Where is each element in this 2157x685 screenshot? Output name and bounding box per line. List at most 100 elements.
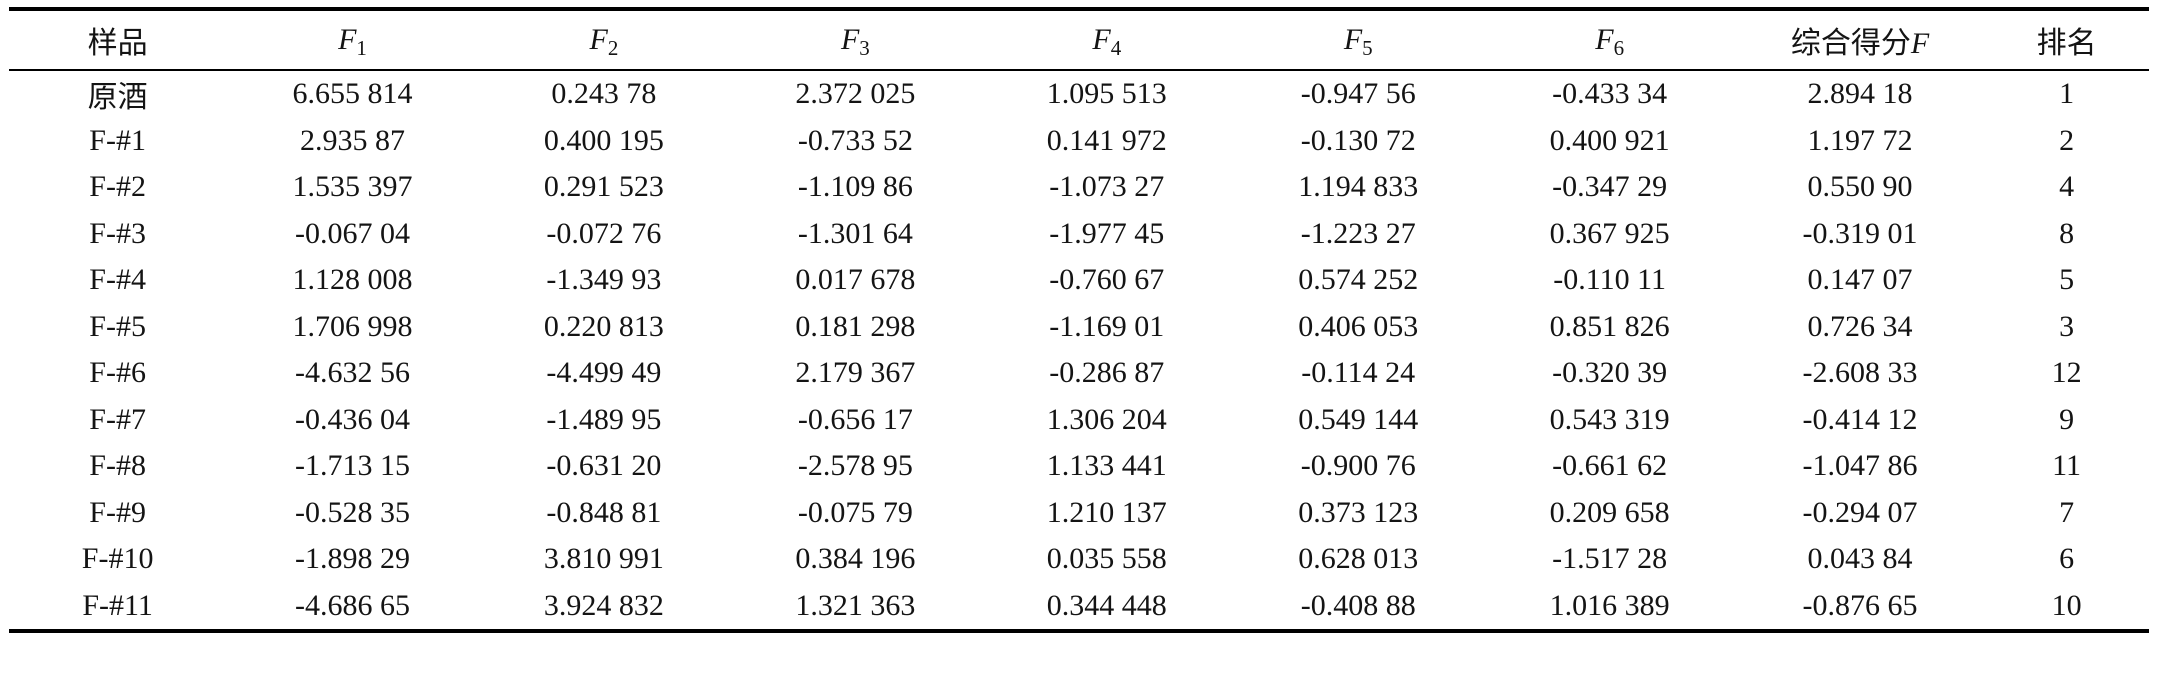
rank-cell: 3 bbox=[2059, 309, 2075, 343]
f3-value-cell: 1.321 363 bbox=[795, 588, 916, 622]
f1-value-cell: -1.713 15 bbox=[294, 449, 410, 483]
rank-cell: 2 bbox=[2059, 123, 2075, 157]
col-header-sample: 样品 bbox=[8, 9, 227, 71]
f4-value-cell: -0.760 67 bbox=[1049, 263, 1165, 297]
f5-value-cell: -0.947 56 bbox=[1300, 77, 1416, 111]
f2-value-cell: 3.924 832 bbox=[543, 588, 664, 622]
f6-value-cell: -0.433 34 bbox=[1552, 77, 1668, 111]
f6-value-cell: 0.209 658 bbox=[1549, 495, 1670, 529]
col-header-rank: 排名 bbox=[1984, 9, 2149, 71]
f3-value-cell: -0.733 52 bbox=[797, 123, 913, 157]
f6-value-cell: -0.661 62 bbox=[1552, 449, 1668, 483]
rank-cell: 10 bbox=[2051, 588, 2082, 622]
composite-score-cell: -0.319 01 bbox=[1802, 216, 1918, 250]
f4-value-cell: 0.141 972 bbox=[1046, 123, 1167, 157]
f2-value-cell: -4.499 49 bbox=[546, 356, 662, 390]
sample-cell: F-#11 bbox=[82, 588, 153, 622]
f3-value-cell: -0.075 79 bbox=[797, 495, 913, 529]
f2-value-cell: -1.489 95 bbox=[546, 402, 662, 436]
f5-value-cell: 0.549 144 bbox=[1298, 402, 1419, 436]
rank-cell: 1 bbox=[2059, 77, 2075, 111]
table-row: F-#8 -1.713 15 -0.631 20 -2.578 95 1.133… bbox=[9, 443, 2149, 490]
f2-value-cell: 0.243 78 bbox=[551, 77, 657, 111]
table-row: F-#11 -4.686 65 3.924 832 1.321 363 0.34… bbox=[9, 583, 2149, 632]
f4-value-cell: 0.035 558 bbox=[1046, 542, 1167, 576]
f5-value-cell: 0.373 123 bbox=[1298, 495, 1419, 529]
rank-cell: 7 bbox=[2059, 495, 2075, 529]
f6-value-cell: 0.367 925 bbox=[1549, 216, 1670, 250]
f3-value-cell: 0.017 678 bbox=[795, 263, 916, 297]
sample-cell: F-#6 bbox=[89, 356, 146, 390]
f6-value-cell: 0.851 826 bbox=[1549, 309, 1670, 343]
sample-cell: F-#9 bbox=[89, 495, 146, 529]
composite-score-cell: 2.894 18 bbox=[1807, 77, 1913, 111]
f2-value-cell: -0.848 81 bbox=[546, 495, 662, 529]
table-row: F-#3 -0.067 04 -0.072 76 -1.301 64 -1.97… bbox=[9, 211, 2149, 258]
f3-symbol: F bbox=[840, 23, 860, 56]
rank-cell: 8 bbox=[2059, 216, 2075, 250]
f5-value-cell: -0.900 76 bbox=[1300, 449, 1416, 483]
sample-cell: 原酒 bbox=[87, 81, 148, 115]
sample-cell: F-#3 bbox=[89, 216, 146, 250]
rank-cell: 5 bbox=[2059, 263, 2075, 297]
f5-value-cell: 1.194 833 bbox=[1298, 170, 1419, 204]
f3-value-cell: 2.372 025 bbox=[795, 77, 916, 111]
f6-value-cell: -0.347 29 bbox=[1552, 170, 1668, 204]
f6-value-cell: -0.320 39 bbox=[1552, 356, 1668, 390]
sample-cell: F-#1 bbox=[89, 123, 146, 157]
f4-symbol: F bbox=[1092, 23, 1111, 56]
f1-value-cell: -0.067 04 bbox=[294, 216, 410, 250]
f2-value-cell: 0.291 523 bbox=[543, 170, 664, 204]
rank-cell: 12 bbox=[2051, 356, 2082, 390]
f4-value-cell: 1.210 137 bbox=[1046, 495, 1167, 529]
f6-value-cell: -1.517 28 bbox=[1552, 542, 1668, 576]
sample-cell: F-#10 bbox=[81, 542, 154, 576]
f5-value-cell: 0.406 053 bbox=[1298, 309, 1419, 343]
f4-value-cell: -1.977 45 bbox=[1049, 216, 1165, 250]
rank-cell: 9 bbox=[2059, 402, 2075, 436]
f4-value-cell: -0.286 87 bbox=[1049, 356, 1165, 390]
f3-value-cell: 0.181 298 bbox=[795, 309, 916, 343]
table-row: F-#2 1.535 397 0.291 523 -1.109 86 -1.07… bbox=[9, 164, 2149, 211]
composite-score-cell: -0.294 07 bbox=[1802, 495, 1918, 529]
factor-score-table: 样品 F1 F2 F3 F4 F5 F6 bbox=[8, 7, 2149, 633]
f5-value-cell: -0.130 72 bbox=[1300, 123, 1416, 157]
composite-score-cell: -0.876 65 bbox=[1802, 588, 1918, 622]
table-row: F-#6 -4.632 56 -4.499 49 2.179 367 -0.28… bbox=[9, 350, 2149, 397]
f6-subscript: 6 bbox=[1613, 36, 1625, 60]
composite-score-cell: 0.147 07 bbox=[1807, 263, 1913, 297]
f2-value-cell: -0.072 76 bbox=[546, 216, 662, 250]
col-header-f2: F2 bbox=[478, 9, 730, 71]
sample-cell: F-#7 bbox=[89, 402, 146, 436]
col-header-f5: F5 bbox=[1232, 9, 1484, 71]
f3-value-cell: -1.109 86 bbox=[797, 170, 913, 204]
f6-symbol: F bbox=[1595, 23, 1614, 56]
f5-symbol: F bbox=[1343, 23, 1363, 56]
sample-cell: F-#4 bbox=[89, 263, 146, 297]
f1-value-cell: -4.686 65 bbox=[294, 588, 410, 622]
f6-value-cell: 1.016 389 bbox=[1549, 588, 1670, 622]
col-header-composite-score: 综合得分F bbox=[1735, 9, 1985, 71]
composite-score-cell: -1.047 86 bbox=[1802, 449, 1918, 483]
f4-value-cell: -1.169 01 bbox=[1049, 309, 1165, 343]
f2-value-cell: -1.349 93 bbox=[546, 263, 662, 297]
f1-value-cell: -1.898 29 bbox=[294, 542, 410, 576]
f1-subscript: 1 bbox=[356, 36, 367, 60]
sample-cell: F-#5 bbox=[89, 309, 146, 343]
col-header-f6: F6 bbox=[1483, 9, 1736, 71]
table-row: F-#10 -1.898 29 3.810 991 0.384 196 0.03… bbox=[9, 536, 2149, 583]
f3-value-cell: 0.384 196 bbox=[795, 542, 916, 576]
composite-score-cell: 1.197 72 bbox=[1807, 123, 1913, 157]
f5-value-cell: -0.114 24 bbox=[1301, 356, 1416, 390]
col-header-f1: F1 bbox=[226, 9, 479, 71]
f4-value-cell: -1.073 27 bbox=[1049, 170, 1165, 204]
f1-value-cell: 1.706 998 bbox=[292, 309, 413, 343]
rank-cell: 11 bbox=[2052, 449, 2082, 483]
f3-value-cell: 2.179 367 bbox=[795, 356, 916, 390]
composite-score-cell: -2.608 33 bbox=[1802, 356, 1918, 390]
f1-symbol: F bbox=[338, 23, 357, 56]
f2-value-cell: 0.220 813 bbox=[543, 309, 664, 343]
table-row: F-#4 1.128 008 -1.349 93 0.017 678 -0.76… bbox=[9, 257, 2149, 304]
f2-symbol: F bbox=[589, 23, 608, 56]
